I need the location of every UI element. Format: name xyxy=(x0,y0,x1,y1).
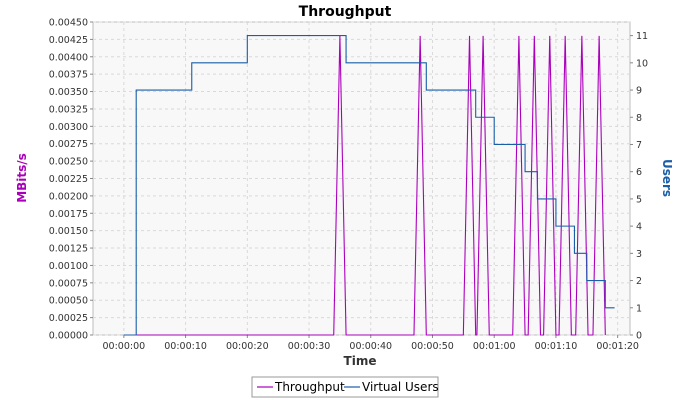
x-tick-label: 00:00:40 xyxy=(349,341,392,352)
series-line-throughput xyxy=(123,35,606,336)
legend: Throughput Virtual Users xyxy=(251,376,439,398)
left-tick-label: 0.00350 xyxy=(49,87,88,98)
x-tick-label: 00:00:00 xyxy=(103,341,146,352)
right-tick-label: 9 xyxy=(636,86,642,97)
left-tick-label: 0.00125 xyxy=(49,244,88,255)
left-tick-label: 0.00275 xyxy=(49,139,88,150)
y-axis-right-title: Users xyxy=(660,159,674,197)
left-tick-label: 0.00175 xyxy=(49,209,88,220)
right-tick-label: 4 xyxy=(636,222,642,233)
left-tick-label: 0.00300 xyxy=(49,122,88,133)
left-tick-label: 0.00100 xyxy=(49,261,88,272)
x-tick-label: 00:00:30 xyxy=(288,341,331,352)
left-tick-label: 0.00375 xyxy=(49,70,88,81)
left-tick-label: 0.00400 xyxy=(49,52,88,63)
left-tick-label: 0.00250 xyxy=(49,157,88,168)
x-axis-title: Time xyxy=(344,354,377,368)
left-tick-label: 0.00075 xyxy=(49,278,88,289)
right-tick-label: 3 xyxy=(636,249,642,260)
left-tick-label: 0.00050 xyxy=(49,296,88,307)
right-tick-label: 2 xyxy=(636,276,642,287)
right-tick-label: 0 xyxy=(636,331,642,342)
series-layer xyxy=(123,35,615,336)
left-tick-label: 0.00025 xyxy=(49,313,88,324)
right-tick-label: 11 xyxy=(636,31,648,42)
series-line-virtual-users xyxy=(123,35,615,336)
right-y-axis: 0 1 2 3 4 5 6 7 8 9 10 11 xyxy=(630,31,648,342)
left-tick-label: 0.00450 xyxy=(49,18,88,29)
right-tick-label: 1 xyxy=(636,303,642,314)
left-y-axis: 0.00000 0.00025 0.00050 0.00075 0.00100 0.001… xyxy=(49,18,93,342)
x-tick-label: 00:00:20 xyxy=(226,341,269,352)
x-tick-label: 00:00:50 xyxy=(411,341,454,352)
x-tick-label: 00:01:20 xyxy=(596,341,639,352)
x-tick-label: 00:01:10 xyxy=(535,341,578,352)
left-tick-label: 0.00325 xyxy=(49,104,88,115)
y-axis-left-title: MBits/s xyxy=(15,153,29,203)
chart-title: Throughput xyxy=(299,4,392,20)
x-tick-label: 00:00:10 xyxy=(164,341,207,352)
right-tick-label: 8 xyxy=(636,113,642,124)
right-tick-label: 10 xyxy=(636,58,648,69)
legend-label-virtual-users: Virtual Users xyxy=(362,380,439,394)
plot-area xyxy=(92,21,631,336)
left-tick-label: 0.00425 xyxy=(49,35,88,46)
right-tick-label: 7 xyxy=(636,140,642,151)
legend-label-throughput: Throughput xyxy=(274,380,345,394)
x-axis: 00:00:00 00:00:10 00:00:20 00:00:30 00:00:40… xyxy=(103,335,639,352)
left-tick-label: 0.00150 xyxy=(49,226,88,237)
right-tick-label: 5 xyxy=(636,194,642,205)
x-tick-label: 00:01:00 xyxy=(473,341,516,352)
right-tick-label: 6 xyxy=(636,167,642,178)
left-tick-label: 0.00200 xyxy=(49,191,88,202)
left-tick-label: 0.00225 xyxy=(49,174,88,185)
left-tick-label: 0.00000 xyxy=(49,331,88,342)
grid-lines xyxy=(93,21,630,336)
